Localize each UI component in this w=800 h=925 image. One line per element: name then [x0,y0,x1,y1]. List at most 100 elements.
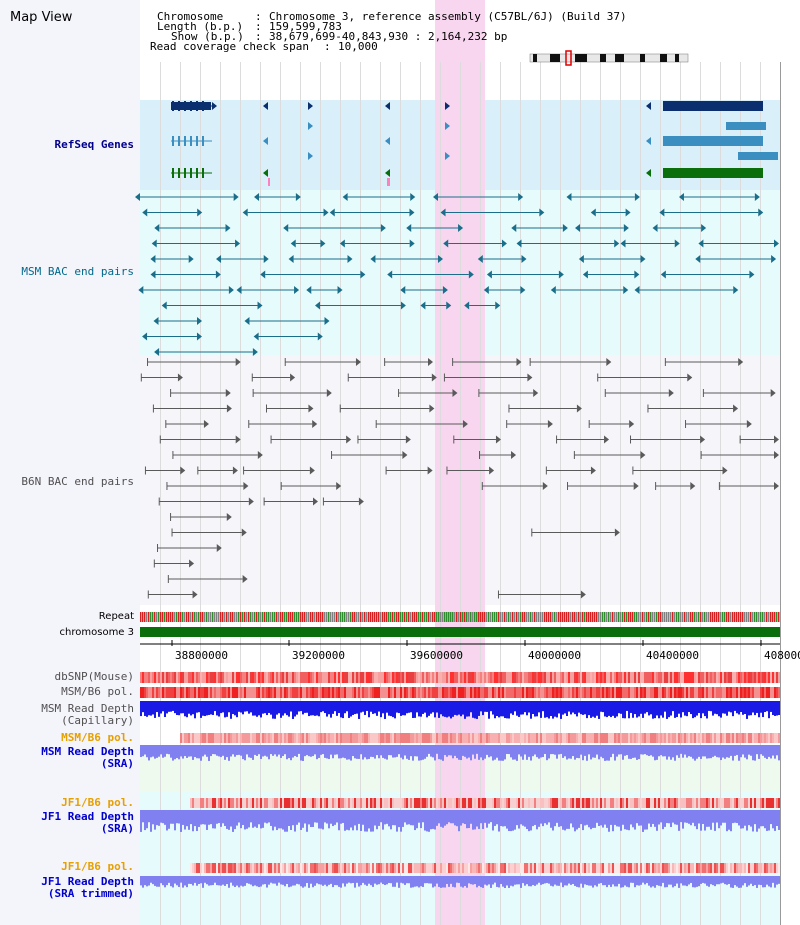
msm-pol-bin [434,687,436,698]
jf1-pol2-bin [354,863,356,873]
msm-pol-bin [516,687,518,698]
repeat-element [192,612,194,622]
dbsnp-bin [262,672,264,683]
jf1-depth-sra-bar [488,810,490,824]
msm-depth-sra-bar [174,745,176,760]
msm-pol-bin [350,687,352,698]
msm-pol2-bin [598,733,600,743]
jf1-depth-sra-bar [404,810,406,823]
msm-depth-cap-bar [492,701,494,715]
repeat-element [144,612,146,622]
dbsnp-bin [398,672,400,683]
repeat-element [178,612,180,622]
dbsnp-bin [194,672,196,683]
msm-pol-bin [514,687,516,698]
track-label-jf1-depth-sra[interactable]: JF1 Read Depth [41,810,134,823]
msm-depth-cap-bar [240,701,242,713]
jf1-pol2-bin [404,863,406,873]
msm-pol-bin [666,687,668,698]
msm-pol-bin [686,687,688,698]
repeat-element [160,612,162,622]
msm-pol2-bin [352,733,354,743]
dbsnp-bin [254,672,256,683]
msm-depth-cap-bar [354,701,356,715]
msm-pol2-bin [584,733,586,743]
jf1-depth-trim-bar [410,876,412,888]
track-label-msm-pol-2[interactable]: MSM/B6 pol. [61,731,134,744]
refseq-gene-exon [172,136,174,146]
msm-pol-bin [274,687,276,698]
jf1-pol2-bin [660,863,662,873]
dbsnp-bin [288,672,290,683]
dbsnp-bin [620,672,622,683]
dbsnp-bin [256,672,258,683]
jf1-pol2-bin [360,863,362,873]
dbsnp-bin [208,672,210,683]
track-label-jf1-pol-1[interactable]: JF1/B6 pol. [61,796,134,809]
msm-bac-end [614,239,620,248]
track-label-msm-pol-1[interactable]: MSM/B6 pol. [61,685,134,698]
track-label-jf1-pol-2[interactable]: JF1/B6 pol. [61,860,134,873]
msm-pol2-bin [268,733,270,743]
jf1-depth-sra-bar [428,810,430,832]
jf1-pol-bin [232,798,234,808]
msm-depth-cap-bar [648,701,650,716]
jf1-depth-sra-bar [606,810,608,828]
msm-depth-cap-bar [486,701,488,712]
jf1-depth-trim-bar [690,876,692,883]
refseq-gene-marker [263,137,268,145]
b6n-bac-end [192,590,198,599]
msm-depth-sra-bar [336,745,338,755]
jf1-depth-trim-bar [614,876,616,887]
msm-depth-sra-bar [630,745,632,759]
jf1-depth-sra-bar [276,810,278,831]
track-label-jf1-depth-trim[interactable]: JF1 Read Depth [41,875,134,888]
jf1-pol2-bin [606,863,608,873]
dbsnp-bin [548,672,550,683]
msm-depth-sra-bar [424,745,426,759]
jf1-depth-sra-bar [398,810,400,828]
jf1-pol-bin [666,798,668,808]
msm-pol-bin [578,687,580,698]
jf1-pol-bin [550,798,552,808]
jf1-depth-sra-bar [688,810,690,824]
msm-depth-sra-bar [160,745,162,755]
msm-depth-cap-bar [502,701,504,717]
track-label-b6n-bac[interactable]: B6N BAC end pairs [21,475,134,488]
jf1-pol-bin [530,798,532,808]
ideogram-band [660,54,667,62]
jf1-pol2-bin [364,863,366,873]
dbsnp-bin [170,672,172,683]
track-label-chromosome[interactable]: chromosome 3 [59,627,134,638]
msm-pol-bin [592,687,594,698]
repeat-element [268,612,270,622]
jf1-depth-trim-bar [578,876,580,888]
jf1-pol2-bin [666,863,668,873]
track-label-msm-depth-sra[interactable]: MSM Read Depth [41,745,134,758]
track-label-msm-bac[interactable]: MSM BAC end pairs [21,265,134,278]
b6n-bac-end [746,420,752,428]
dbsnp-bin [754,672,756,683]
track-label-repeat[interactable]: Repeat [98,611,134,622]
msm-depth-sra-bar [270,745,272,755]
b6n-bac-end [248,497,254,506]
msm-depth-sra-bar [218,745,220,757]
dbsnp-bin [270,672,272,683]
msm-depth-sra-bar [370,745,372,757]
msm-pol2-bin [308,733,310,743]
track-label-refseq[interactable]: RefSeq Genes [54,138,134,151]
jf1-pol2-bin [460,863,462,873]
msm-depth-cap-bar [556,701,558,718]
jf1-pol2-bin [590,863,592,873]
track-label-msm-depth-cap[interactable]: MSM Read Depth [41,702,134,715]
jf1-pol2-bin [274,863,276,873]
msm-depth-cap-bar [656,701,658,716]
jf1-depth-trim-bar [304,876,306,887]
b6n-bac-end [427,466,433,475]
jf1-depth-sra-bar [390,810,392,830]
jf1-depth-trim-bar [148,876,150,886]
msm-pol2-bin [246,733,248,743]
track-label-dbsnp[interactable]: dbSNP(Mouse) [54,670,134,683]
msm-pol2-bin [424,733,426,743]
